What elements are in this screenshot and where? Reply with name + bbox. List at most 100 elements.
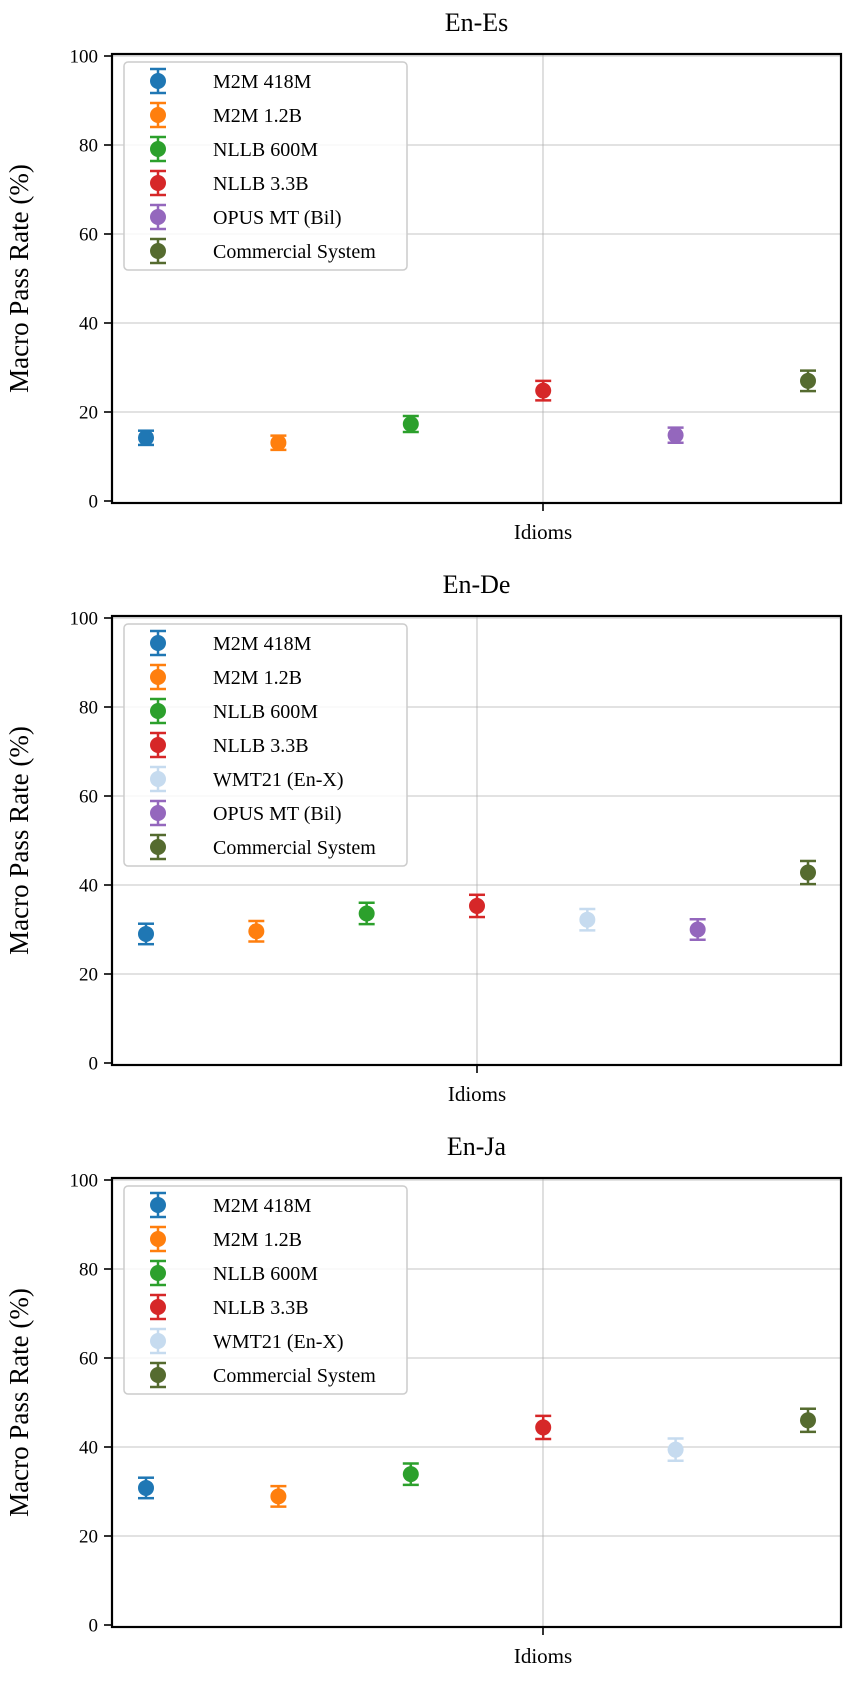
- data-marker: [402, 416, 419, 433]
- ytick-label: 60: [79, 787, 98, 808]
- plot-frame: [110, 1176, 843, 1629]
- ytick-label: 0: [89, 1054, 99, 1075]
- legend-item: M2M 418M: [150, 629, 312, 657]
- data-marker: [800, 864, 816, 881]
- legend-label: Commercial System: [213, 1365, 376, 1387]
- legend-box: [123, 61, 408, 271]
- legend-item: WMT21 (En-X): [150, 1327, 344, 1355]
- legend-label: NLLB 600M: [213, 139, 318, 161]
- data-marker: [138, 925, 154, 942]
- legend-item: M2M 1.2B: [150, 101, 302, 129]
- legend-marker: [150, 635, 166, 651]
- ytick-label: 60: [79, 1349, 98, 1370]
- data-point-nllb-600m: [402, 414, 419, 434]
- legend-label: M2M 418M: [213, 633, 312, 655]
- legend-marker: [150, 1231, 166, 1247]
- legend-item: Commercial System: [150, 1361, 376, 1389]
- data-point-opus-mt-bil: [667, 426, 684, 444]
- ytick-label: 20: [79, 965, 98, 986]
- data-marker: [138, 1479, 154, 1496]
- legend: M2M 418M M2M 1.2B NLLB 600M NLLB 3.3B WMT21 …: [123, 1185, 408, 1395]
- data-point-m2m-418m: [138, 922, 154, 946]
- ytick-label: 60: [79, 225, 98, 246]
- legend-label: M2M 1.2B: [213, 667, 302, 689]
- data-marker: [800, 372, 816, 389]
- data-point-nllb-600m: [358, 901, 375, 926]
- legend-box: [123, 1185, 408, 1395]
- legend-item: Commercial System: [150, 237, 376, 265]
- legend-item: Commercial System: [150, 833, 376, 861]
- data-point-m2m-418m: [138, 1476, 154, 1500]
- data-point-nllb-3-3b: [535, 1414, 552, 1441]
- legend-item: NLLB 600M: [150, 1259, 318, 1287]
- legend-label: NLLB 3.3B: [213, 735, 309, 757]
- legend-item: NLLB 3.3B: [150, 169, 309, 197]
- legend-item: NLLB 3.3B: [150, 731, 309, 759]
- data-point-commercial-system: [800, 1407, 816, 1434]
- ytick-label: 20: [79, 1527, 98, 1548]
- legend-marker: [150, 669, 166, 685]
- legend-label: Commercial System: [213, 837, 376, 859]
- legend-label: NLLB 3.3B: [213, 173, 309, 195]
- ytick-label: 100: [70, 47, 99, 68]
- legend-label: OPUS MT (Bil): [213, 803, 342, 825]
- legend: M2M 418M M2M 1.2B NLLB 600M NLLB 3.3B WMT21 …: [123, 623, 408, 867]
- data-point-nllb-600m: [402, 1462, 419, 1487]
- data-point-commercial-system: [800, 369, 816, 393]
- data-marker: [358, 905, 375, 922]
- legend-marker: [150, 737, 166, 753]
- xtick-label: Idioms: [514, 520, 572, 544]
- legend-marker: [150, 771, 166, 787]
- legend-label: OPUS MT (Bil): [213, 207, 342, 229]
- ytick-label: 100: [70, 1171, 99, 1192]
- data-point-wmt21-en-x: [667, 1437, 684, 1463]
- legend-marker: [150, 839, 166, 855]
- legend-item: M2M 1.2B: [150, 1225, 302, 1253]
- data-point-opus-mt-bil: [689, 918, 706, 941]
- chart-title: En-De: [443, 570, 511, 599]
- panel-en-es: 0 20 40 60 80 100 Idioms En-Es Macro Pass Rate (…: [4, 8, 843, 544]
- legend-marker: [150, 175, 166, 191]
- legend-item: OPUS MT (Bil): [150, 203, 342, 231]
- ytick-label: 0: [89, 492, 99, 513]
- ytick-label: 80: [79, 1260, 98, 1281]
- legend-label: NLLB 3.3B: [213, 1297, 309, 1319]
- legend-marker: [150, 141, 166, 157]
- data-marker: [667, 1441, 684, 1458]
- data-marker: [535, 1419, 552, 1436]
- legend-label: WMT21 (En-X): [213, 1331, 344, 1353]
- plot-frame: [110, 52, 843, 505]
- y-axis-label: Macro Pass Rate (%): [4, 1288, 34, 1517]
- ytick-label: 0: [89, 1616, 99, 1637]
- chart-title: En-Es: [445, 8, 509, 37]
- data-point-nllb-3-3b: [469, 893, 485, 919]
- data-point-m2m-1-2b: [248, 919, 265, 943]
- legend-label: Commercial System: [213, 241, 376, 263]
- legend: M2M 418M M2M 1.2B NLLB 600M NLLB 3.3B OPUS M…: [123, 61, 408, 271]
- data-marker: [270, 434, 287, 451]
- ytick-label: 40: [79, 314, 98, 335]
- legend-label: M2M 1.2B: [213, 105, 302, 127]
- ytick-label: 40: [79, 1438, 98, 1459]
- data-marker: [270, 1488, 287, 1505]
- legend-label: M2M 418M: [213, 71, 312, 93]
- data-point-m2m-1-2b: [270, 1484, 287, 1508]
- y-axis-label: Macro Pass Rate (%): [4, 726, 34, 955]
- y-axis-label: Macro Pass Rate (%): [4, 164, 34, 393]
- legend-box: [123, 623, 408, 867]
- data-marker: [469, 897, 485, 914]
- ytick-label: 100: [70, 609, 99, 630]
- legend-marker: [150, 1265, 166, 1281]
- panel-en-de: 0 20 40 60 80 100 Idioms En-De Macro Pass Rate (…: [4, 570, 843, 1106]
- chart-title: En-Ja: [447, 1132, 507, 1161]
- legend-marker: [150, 243, 166, 259]
- legend-marker: [150, 107, 166, 123]
- legend-label: M2M 418M: [213, 1195, 312, 1217]
- legend-marker: [150, 209, 166, 225]
- legend-label: NLLB 600M: [213, 1263, 318, 1285]
- data-point-commercial-system: [800, 859, 816, 886]
- data-marker: [579, 911, 596, 928]
- data-point-m2m-418m: [138, 429, 154, 447]
- data-point-nllb-3-3b: [535, 379, 552, 402]
